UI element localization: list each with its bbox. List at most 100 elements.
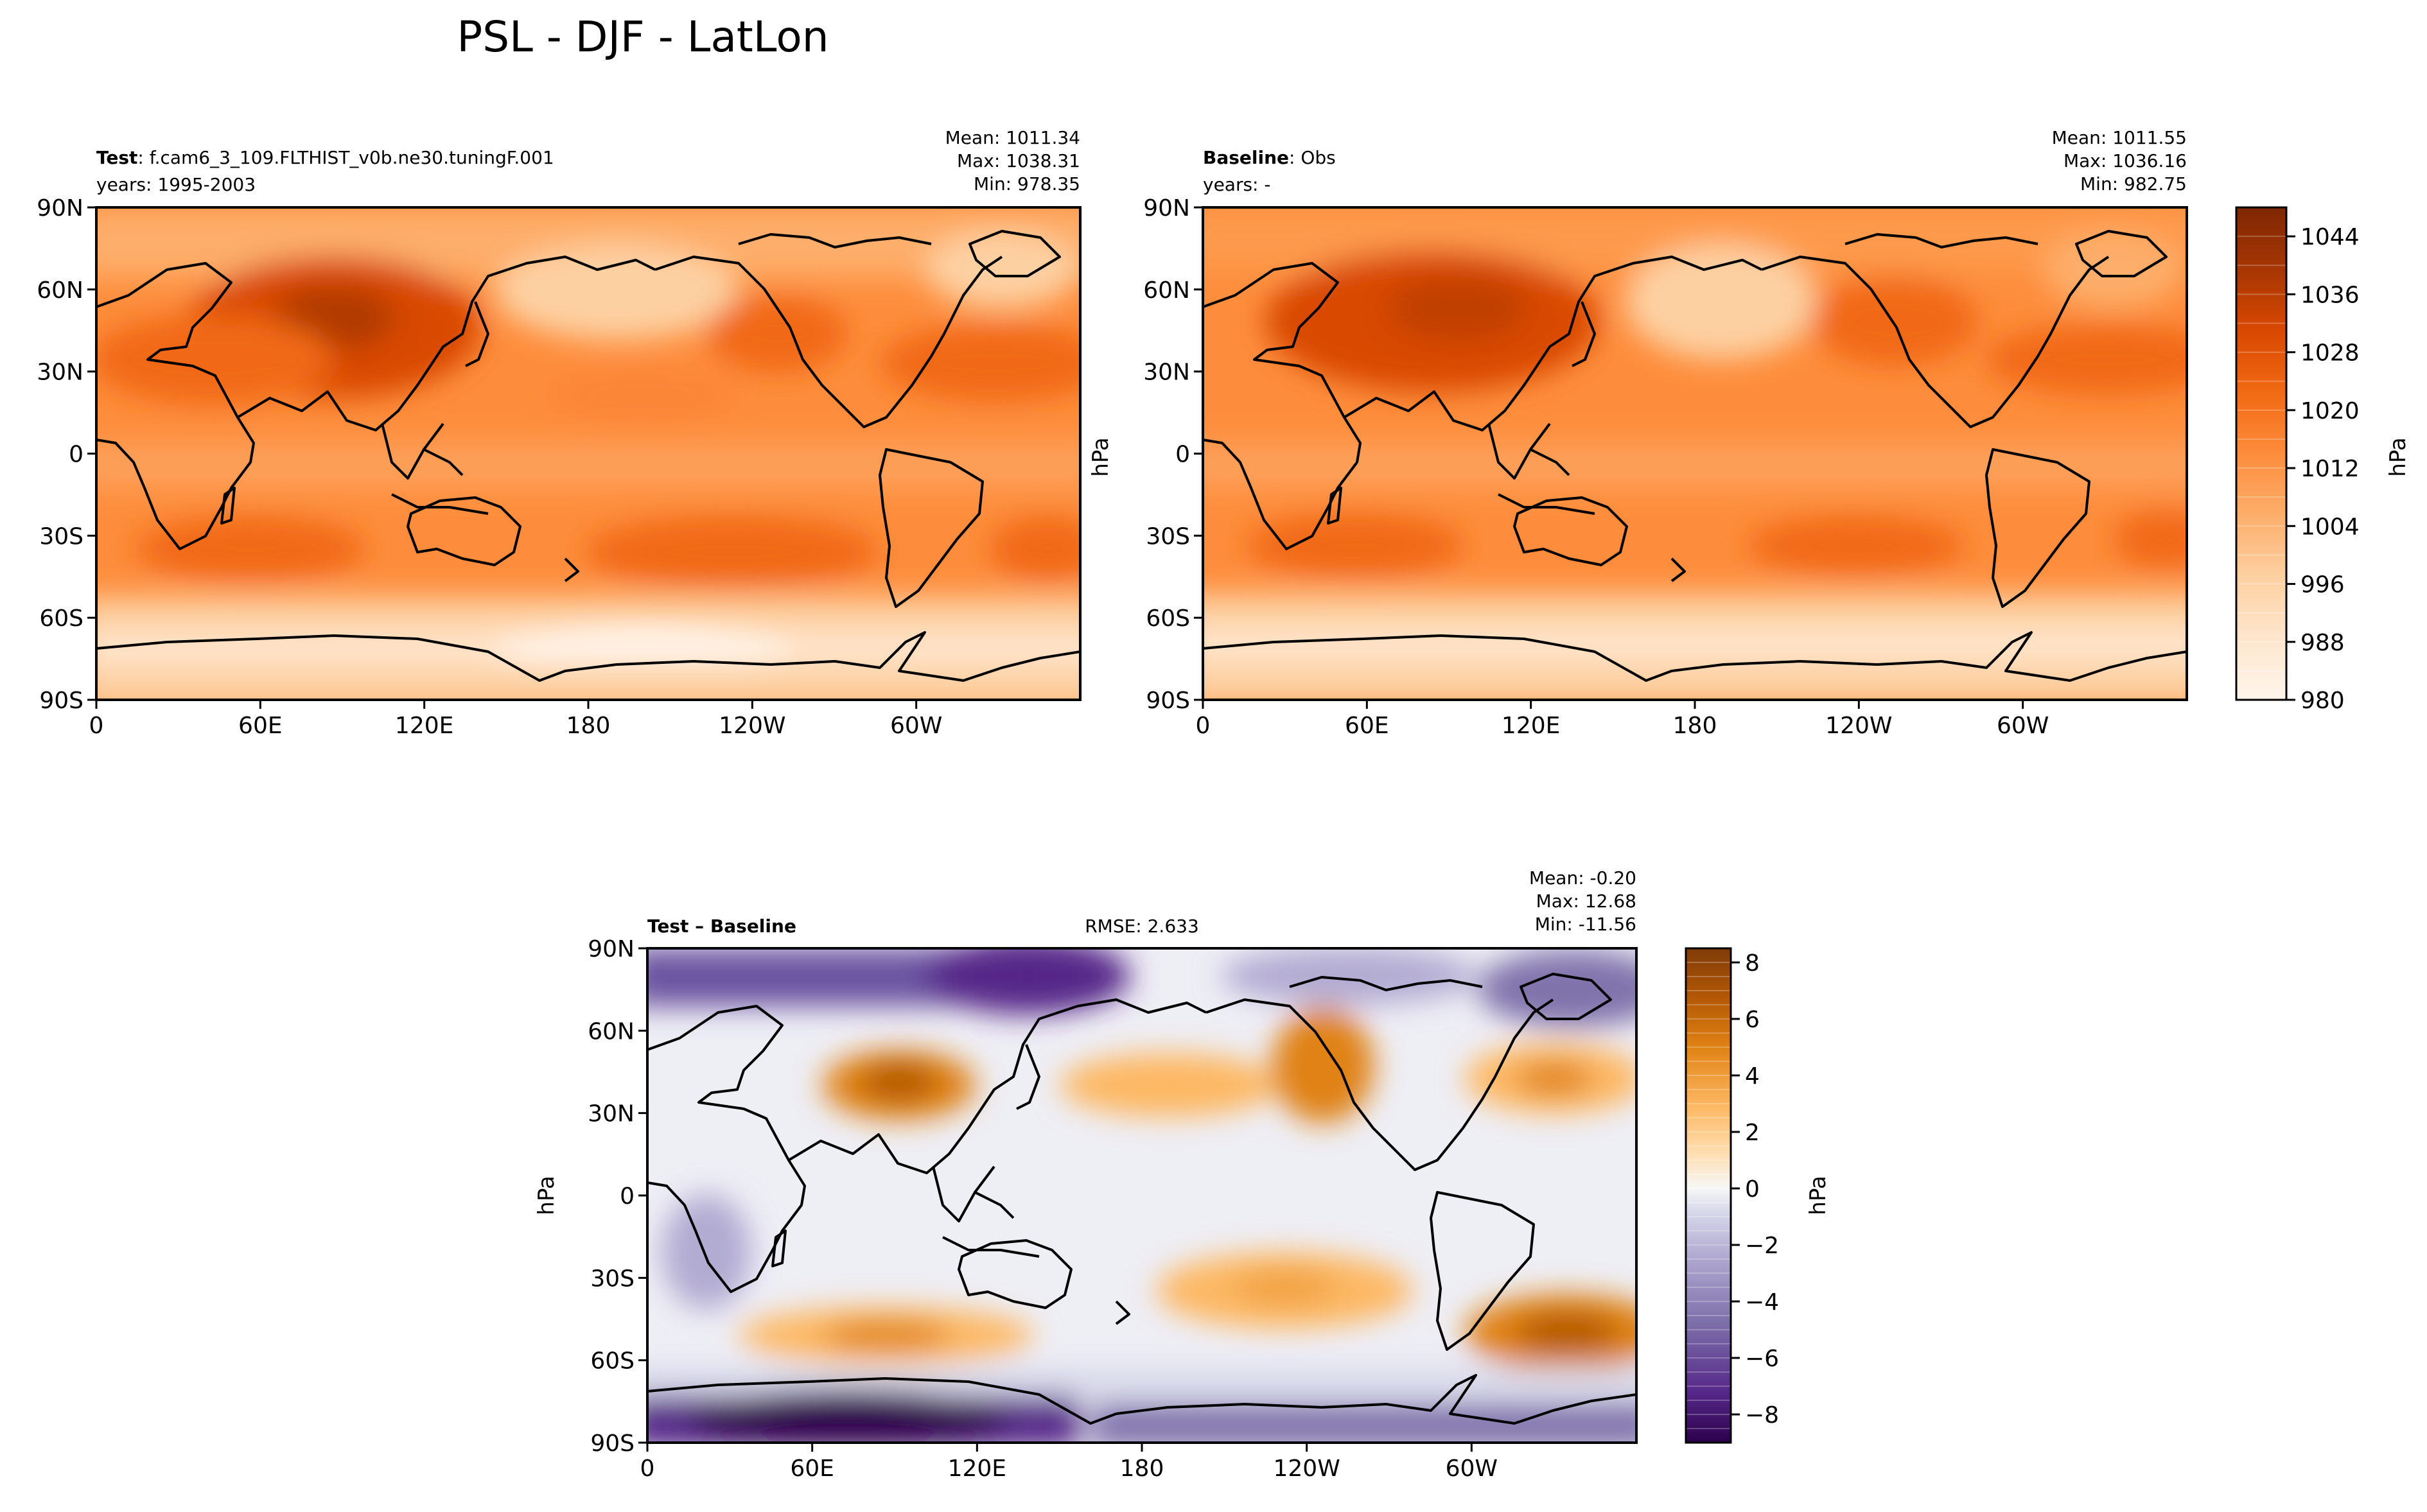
panel-baseline: Baseline: Obs years: - Mean: 1011.55 Max…: [1088, 127, 2411, 739]
test-ytick-label-1: 60N: [37, 277, 83, 304]
colorbar-absolute-steps: [2236, 236, 2286, 672]
panel-diff-ylabel: hPa: [534, 1176, 559, 1215]
colorbar-difference-ticks: −8 −6 −4 −2 0 2 4 6 8: [1731, 950, 1779, 1429]
baseline-ytick-label-5: 60S: [1146, 605, 1190, 632]
test-tropical-trough: [96, 443, 1080, 488]
panel-baseline-mean: Mean: 1011.55: [2052, 127, 2187, 148]
panel-diff-rmse: RMSE: 2.633: [1085, 916, 1199, 937]
test-coast-new-zealand: [564, 557, 579, 582]
baseline-ytick-label-0: 90N: [1143, 195, 1190, 222]
diff-ytick-label-3: 0: [620, 1183, 635, 1210]
test-coast-greenland: [968, 230, 1061, 277]
baseline-xtick-label-3: 180: [1673, 713, 1717, 739]
test-xtick-label-0: 0: [89, 713, 104, 739]
test-coast-australia: [407, 496, 521, 566]
colorbar-absolute: 980 988 996 1004 1012 1020 1028 1036 1044 hPa: [2235, 206, 2411, 714]
colorbar-difference-tick-label-7: 6: [1745, 1007, 1760, 1033]
test-ytick-label-3: 0: [69, 442, 83, 468]
baseline-siberian-high-core: [1387, 276, 1529, 340]
baseline-coast-indonesia: [1498, 448, 1595, 515]
baseline-ytick-label-2: 30N: [1143, 360, 1190, 386]
baseline-ytick-label-3: 0: [1175, 442, 1190, 468]
colorbar-difference-fill: [1686, 948, 1731, 1443]
diff-arctic-negative-core: [925, 948, 1130, 1014]
diff-ytick-label-2: 30N: [588, 1101, 635, 1127]
diff-arctic-pacific-neg: [1220, 948, 1477, 1005]
baseline-band-antarctic-trough: [1203, 629, 2187, 665]
baseline-xtick-label-4: 120W: [1825, 713, 1892, 739]
diff-n-atlantic-core: [1516, 1063, 1593, 1095]
colorbar-difference-tick-label-3: −2: [1745, 1233, 1779, 1259]
baseline-coast-madagascar: [1327, 487, 1342, 525]
diff-coast-south-america: [1430, 1191, 1535, 1351]
test-aleutian-low: [495, 244, 739, 340]
baseline-coast-asia: [1343, 256, 1762, 431]
panel-diff-max: Max: 12.68: [1536, 891, 1636, 912]
test-coast-japan: [465, 301, 489, 367]
panel-test-name: Test: f.cam6_3_109.FLTHIST_v0b.ne30.tuni…: [96, 147, 554, 168]
baseline-ytick-label-1: 60N: [1143, 277, 1190, 304]
panel-diff-min: Min: -11.56: [1535, 914, 1636, 935]
colorbar-absolute-ticks: 980 988 996 1004 1012 1020 1028 1036 1044: [2286, 224, 2360, 714]
colorbar-absolute-tick-label-4: 1012: [2300, 456, 2360, 482]
panel-baseline-name: Baseline: Obs: [1203, 147, 1336, 168]
colorbar-absolute-tick-label-5: 1020: [2300, 398, 2360, 424]
figure-title: PSL - DJF - LatLon: [457, 12, 828, 62]
test-coast-arctic-islands: [738, 233, 932, 248]
test-asia-ridge: [96, 315, 334, 404]
colorbar-difference-tick-label-4: 0: [1745, 1176, 1760, 1203]
diff-coast-japan: [1016, 1044, 1040, 1110]
colorbar-difference-tick-label-2: −4: [1745, 1289, 1779, 1316]
baseline-xtick-label-5: 60W: [1997, 713, 2049, 739]
test-land-outlines: [96, 230, 1080, 682]
baseline-coast-australia: [1513, 496, 1628, 566]
diff-rockies-positive: [1272, 1008, 1374, 1124]
baseline-xtick-label-1: 60E: [1345, 713, 1389, 739]
panel-baseline-name-bold: Baseline: [1203, 147, 1289, 168]
diff-xtick-label-0: 0: [640, 1456, 655, 1482]
panel-test: Test: f.cam6_3_109.FLTHIST_v0b.ne30.tuni…: [37, 127, 1082, 739]
test-coast-africa-europe: [96, 262, 255, 550]
colorbar-absolute-tick-label-7: 1036: [2300, 282, 2360, 308]
diff-ytick-label-5: 60S: [590, 1348, 635, 1375]
panel-baseline-min: Min: 982.75: [2080, 173, 2187, 195]
diff-xtick-label-4: 120W: [1274, 1456, 1340, 1482]
panel-baseline-ylabel: hPa: [1088, 437, 1114, 476]
diff-s-indian-core: [822, 1321, 951, 1350]
panel-test-axes: 0 60E 120E 180 120W 60W 90N 60N 30N 0 30S 60S 90S: [37, 195, 942, 739]
diff-coast-indonesia: [942, 1191, 1040, 1258]
test-ytick-label-6: 90S: [39, 688, 83, 714]
test-xtick-label-2: 120E: [395, 713, 453, 739]
baseline-land-outlines: [1203, 230, 2187, 682]
panel-diff-name: Test – Baseline: [647, 916, 796, 937]
diff-coast-madagascar: [771, 1230, 787, 1267]
diff-s-atlantic-core: [1516, 1313, 1618, 1351]
baseline-coast-new-zealand: [1670, 557, 1686, 582]
test-ytick-label-4: 30S: [39, 523, 83, 550]
diff-coast-australia: [958, 1239, 1073, 1309]
test-coast-south-america: [879, 448, 984, 608]
baseline-coast-africa-europe: [1203, 262, 1362, 550]
test-s-indian-high: [135, 517, 366, 581]
diff-xtick-label-3: 180: [1120, 1456, 1164, 1482]
diff-greenland-negative: [1477, 950, 1636, 1027]
panel-diff-axes: 0 60E 120E 180 120W 60W 90N 60N 30N 0 30S 60S 90S: [588, 936, 1498, 1482]
colorbar-absolute-label: hPa: [2385, 437, 2411, 476]
test-coast-asia: [236, 256, 656, 431]
diff-antarctic-east-neg: [1092, 1403, 1636, 1443]
diff-coast-new-zealand: [1115, 1300, 1130, 1325]
diff-coast-antarctica: [647, 1374, 1636, 1425]
test-ytick-label-5: 60S: [39, 605, 83, 632]
baseline-s-pacific-high: [1747, 517, 1965, 575]
test-coast-north-america: [654, 256, 1003, 428]
panel-diff-mean: Mean: -0.20: [1529, 867, 1636, 889]
diff-ytick-label-0: 90N: [588, 936, 635, 962]
panel-test-max: Max: 1038.31: [957, 150, 1080, 171]
test-field-blobs: [96, 207, 1080, 700]
diff-n-pacific-positive: [1060, 1053, 1278, 1117]
diff-coast-greenland: [1520, 973, 1612, 1020]
diff-coast-arctic-islands: [1289, 976, 1483, 991]
diff-land-outlines: [647, 973, 1636, 1425]
baseline-coast-north-america: [1761, 256, 2110, 428]
colorbar-difference: −8 −6 −4 −2 0 2 4 6 8 hPa: [1685, 947, 1831, 1444]
